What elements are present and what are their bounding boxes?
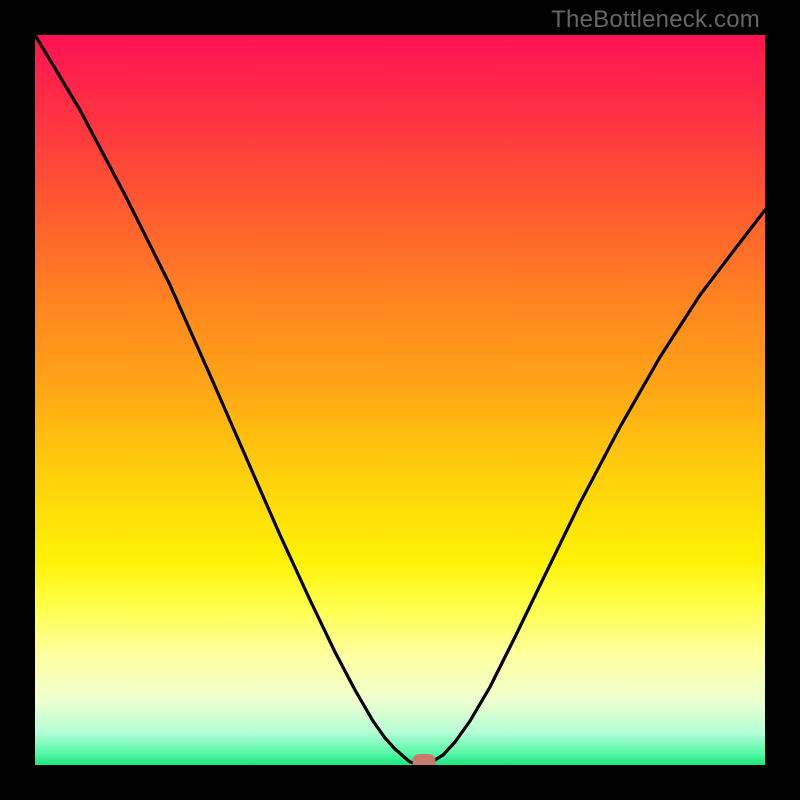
frame-bottom xyxy=(0,765,800,800)
frame-right xyxy=(765,0,800,800)
chart-canvas: TheBottleneck.com xyxy=(0,0,800,800)
watermark-text: TheBottleneck.com xyxy=(551,6,760,34)
frame-left xyxy=(0,0,35,800)
plot-area xyxy=(35,35,765,765)
